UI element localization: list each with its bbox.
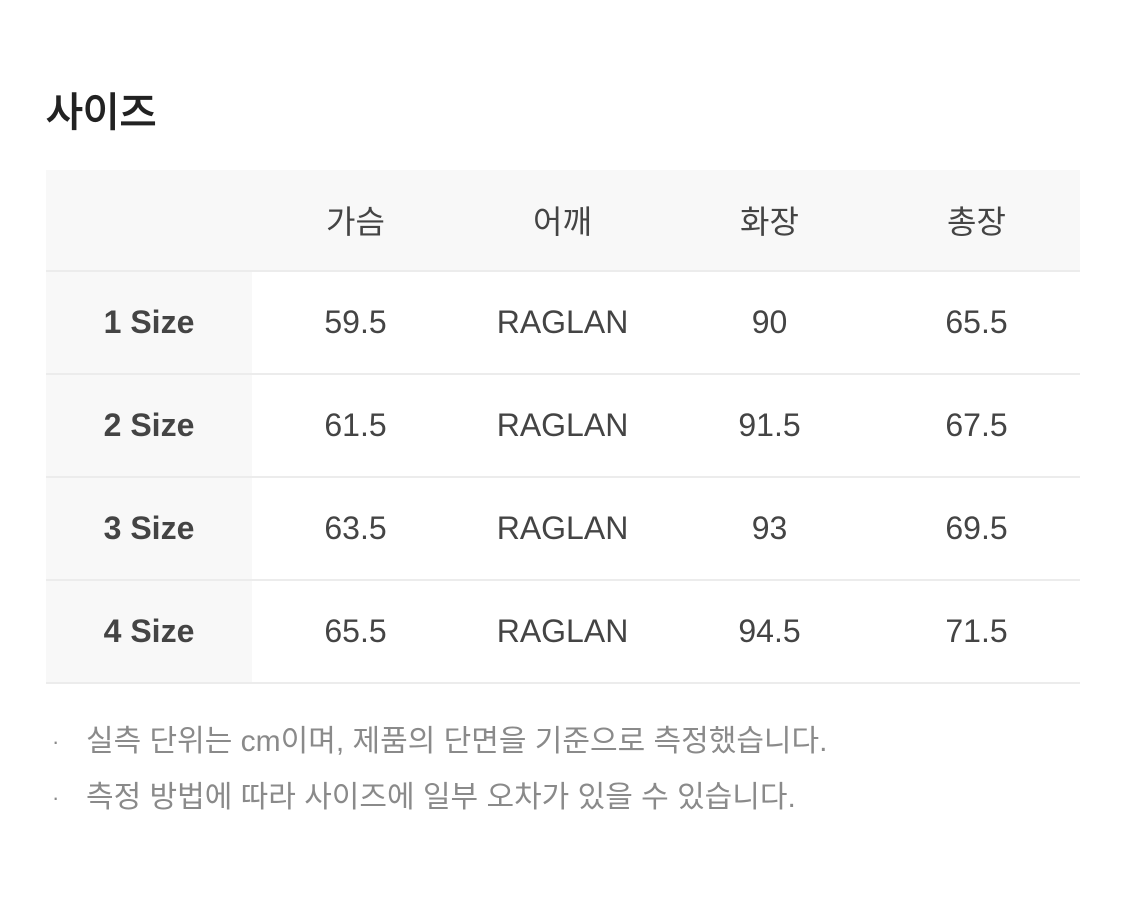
table-cell: 59.5 bbox=[252, 271, 459, 375]
bullet: · bbox=[52, 785, 60, 810]
header-cell bbox=[46, 170, 252, 272]
table-cell: 65.5 bbox=[873, 271, 1080, 375]
note-item: · 실측 단위는 cm이며, 제품의 단면을 기준으로 측정했습니다. bbox=[52, 718, 827, 774]
table-cell: 63.5 bbox=[252, 477, 459, 581]
header-cell-shoulder: 어깨 bbox=[459, 170, 666, 272]
note-item: · 측정 방법에 따라 사이즈에 일부 오차가 있을 수 있습니다. bbox=[52, 774, 827, 830]
table-cell: 67.5 bbox=[873, 374, 1080, 478]
size-table: 가슴 어깨 화장 총장 1 Size 59.5 RAGLAN 90 65.5 2 Size… bbox=[46, 170, 1080, 684]
table-cell: 69.5 bbox=[873, 477, 1080, 581]
table-row: 4 Size 65.5 RAGLAN 94.5 71.5 bbox=[46, 580, 1080, 684]
table-cell: 71.5 bbox=[873, 580, 1080, 684]
table-cell: 61.5 bbox=[252, 374, 459, 478]
header-cell-length: 총장 bbox=[873, 170, 1080, 272]
size-label-cell: 2 Size bbox=[46, 374, 252, 478]
table-cell: 91.5 bbox=[666, 374, 873, 478]
size-label-cell: 1 Size bbox=[46, 271, 252, 375]
table-row: 3 Size 63.5 RAGLAN 93 69.5 bbox=[46, 477, 1080, 581]
size-label-cell: 4 Size bbox=[46, 580, 252, 684]
table-row: 1 Size 59.5 RAGLAN 90 65.5 bbox=[46, 271, 1080, 375]
header-cell-chest: 가슴 bbox=[252, 170, 459, 272]
table-row: 2 Size 61.5 RAGLAN 91.5 67.5 bbox=[46, 374, 1080, 478]
bullet: · bbox=[52, 729, 60, 754]
header-cell-sleeve: 화장 bbox=[666, 170, 873, 272]
table-cell: 93 bbox=[666, 477, 873, 581]
table-cell: RAGLAN bbox=[459, 580, 666, 684]
table-header-row: 가슴 어깨 화장 총장 bbox=[46, 170, 1080, 272]
table-cell: 90 bbox=[666, 271, 873, 375]
table-cell: 65.5 bbox=[252, 580, 459, 684]
notes-list: · 실측 단위는 cm이며, 제품의 단면을 기준으로 측정했습니다. · 측정 방… bbox=[52, 718, 827, 830]
table-cell: RAGLAN bbox=[459, 271, 666, 375]
table-cell: RAGLAN bbox=[459, 477, 666, 581]
table-cell: RAGLAN bbox=[459, 374, 666, 478]
note-text: 측정 방법에 따라 사이즈에 일부 오차가 있을 수 있습니다. bbox=[86, 781, 796, 814]
size-label-cell: 3 Size bbox=[46, 477, 252, 581]
note-text: 실측 단위는 cm이며, 제품의 단면을 기준으로 측정했습니다. bbox=[86, 725, 828, 758]
table-cell: 94.5 bbox=[666, 580, 873, 684]
section-title: 사이즈 bbox=[46, 91, 157, 135]
